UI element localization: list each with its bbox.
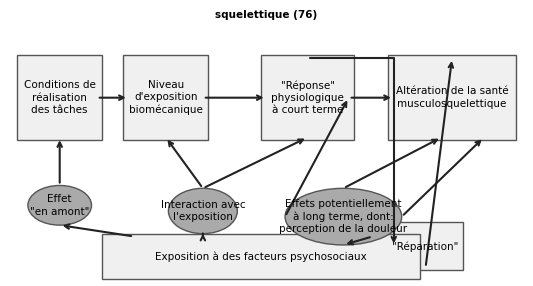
Text: squelettique (76): squelettique (76) (215, 10, 318, 20)
Text: "Réponse"
physiologique
à court terme: "Réponse" physiologique à court terme (271, 80, 344, 115)
Ellipse shape (28, 186, 92, 225)
FancyBboxPatch shape (261, 55, 354, 140)
Text: Niveau
d'exposition
biomécanique: Niveau d'exposition biomécanique (129, 80, 203, 116)
Text: Effets potentiellement
à long terme, dont:
perception de la douleur: Effets potentiellement à long terme, don… (279, 199, 407, 234)
Ellipse shape (285, 188, 402, 245)
Text: Effet
"en amont": Effet "en amont" (30, 194, 90, 217)
FancyBboxPatch shape (123, 55, 208, 140)
Text: Conditions de
réalisation
des tâches: Conditions de réalisation des tâches (24, 80, 95, 115)
FancyBboxPatch shape (102, 234, 420, 279)
FancyBboxPatch shape (389, 55, 516, 140)
Text: "Réparation": "Réparation" (392, 241, 459, 252)
Text: Interaction avec
l'exposition: Interaction avec l'exposition (160, 200, 245, 222)
Ellipse shape (168, 188, 237, 234)
FancyBboxPatch shape (389, 222, 463, 271)
FancyBboxPatch shape (17, 55, 102, 140)
Text: Altération de la santé
musculosquelettique: Altération de la santé musculosquelettiq… (396, 86, 508, 109)
Text: Exposition à des facteurs psychosociaux: Exposition à des facteurs psychosociaux (155, 251, 367, 261)
